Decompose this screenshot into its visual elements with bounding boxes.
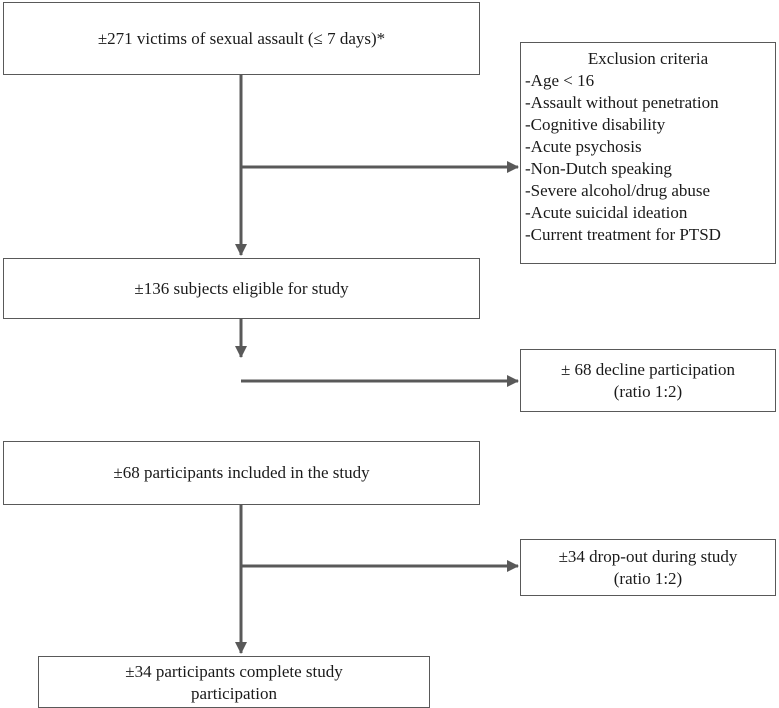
exclusion-item: -Acute psychosis <box>525 137 642 156</box>
step-victims-box: ±271 victims of sexual assault (≤ 7 days… <box>3 2 480 75</box>
step-eligible-text: ±136 subjects eligible for study <box>134 278 349 298</box>
step-included-text: ±68 participants included in the study <box>113 463 370 482</box>
step-eligible-box: ±136 subjects eligible for study <box>3 258 480 319</box>
step-victims-text: ±271 victims of sexual assault (≤ 7 days… <box>97 28 386 48</box>
exclusion-item: -Severe alcohol/drug abuse <box>525 181 711 200</box>
decline-text: ± 68 decline participation <box>560 359 736 379</box>
step-complete-box: ±34 participants complete study particip… <box>38 656 430 708</box>
exclusion-title: Exclusion criteria <box>587 49 709 68</box>
dropout-ratio: (ratio 1:2) <box>613 568 683 588</box>
exclusion-item: -Age < 16 <box>525 71 595 90</box>
flow-connectors <box>235 75 519 654</box>
step-included-box: ±68 participants included in the study <box>3 441 480 505</box>
dropout-text: ±34 drop-out during study <box>558 546 738 566</box>
dropout-box: ±34 drop-out during study (ratio 1:2) <box>520 539 776 596</box>
step-complete-text: ±34 participants complete study <box>125 662 343 681</box>
exclusion-item: -Acute suicidal ideation <box>525 203 688 222</box>
decline-ratio: (ratio 1:2) <box>613 381 683 401</box>
exclusion-item: -Cognitive disability <box>525 115 666 134</box>
exclusion-item: -Assault without penetration <box>525 93 719 112</box>
exclusion-item: -Non-Dutch speaking <box>525 159 672 178</box>
decline-box: ± 68 decline participation (ratio 1:2) <box>520 349 776 412</box>
step-complete-text-line2: participation <box>191 684 277 703</box>
exclusion-criteria-box: Exclusion criteria -Age < 16 -Assault wi… <box>520 42 776 264</box>
exclusion-item: -Current treatment for PTSD <box>525 225 721 244</box>
